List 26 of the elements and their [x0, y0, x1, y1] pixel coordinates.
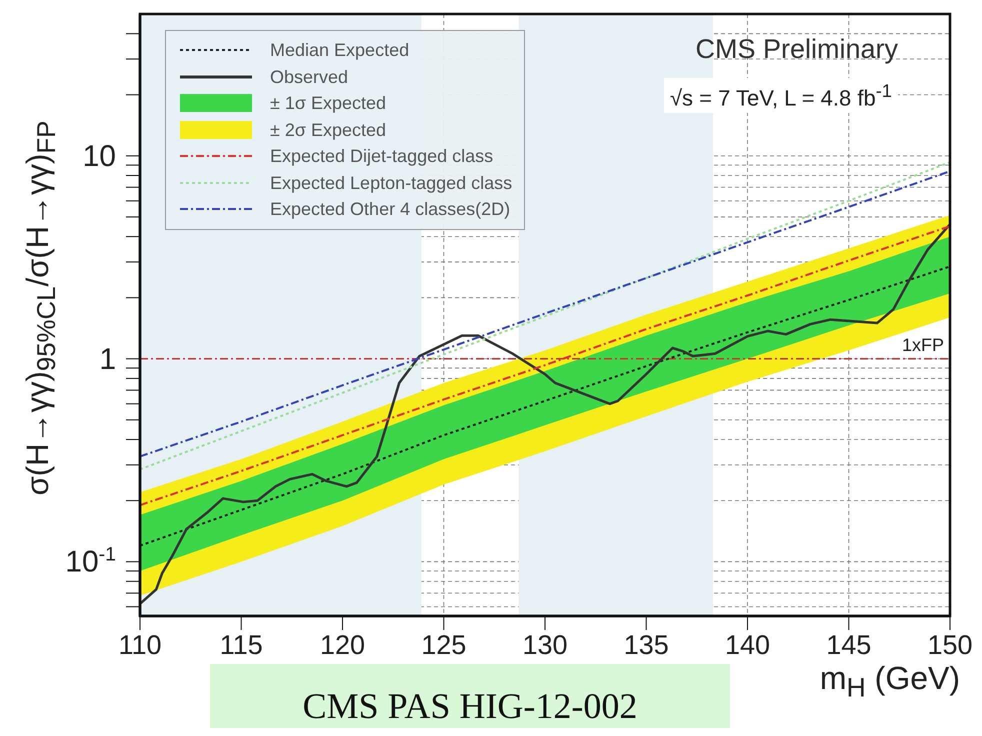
legend-label: Median Expected	[270, 39, 410, 62]
x-tick-label: 120	[320, 630, 366, 660]
annotation: √s = 7 TeV, L = 4.8 fb$^{-1}$	[664, 78, 898, 114]
x-tick-label: 145	[826, 630, 872, 660]
x-tick-label: 115	[220, 630, 263, 660]
legend-label: ± 2σ Expected	[270, 118, 386, 142]
y-tick-label: 10	[82, 140, 116, 173]
x-axis-title: m$_{H}$ (GeV)	[820, 660, 960, 704]
legend-label: Expected Dijet-tagged class	[270, 145, 494, 168]
ref-line-label: 1xFP	[902, 334, 944, 355]
x-tick-label: 110	[118, 630, 162, 660]
legend-label: Expected Other 4 classes(2D)	[270, 198, 510, 221]
x-tick-label: 130	[522, 630, 568, 660]
x-tick-label: 135	[624, 630, 669, 660]
x-tick-label: 150	[927, 630, 973, 660]
y-tick-label: 1	[99, 342, 116, 376]
legend-label: Expected Lepton-tagged class	[270, 172, 512, 195]
x-tick-label: 125	[421, 630, 466, 660]
line-series	[140, 225, 950, 506]
text: CMS PAS HIG-12-002	[210, 664, 730, 728]
line-series	[140, 265, 950, 547]
legend-label: Observed	[270, 66, 348, 88]
x-tick-label: 140	[724, 630, 770, 660]
y-tick-label: 10$^{-1}$	[65, 544, 116, 579]
annotation: CMS Preliminary	[695, 34, 898, 65]
legend-label: ± 1σ Expected	[270, 92, 386, 115]
